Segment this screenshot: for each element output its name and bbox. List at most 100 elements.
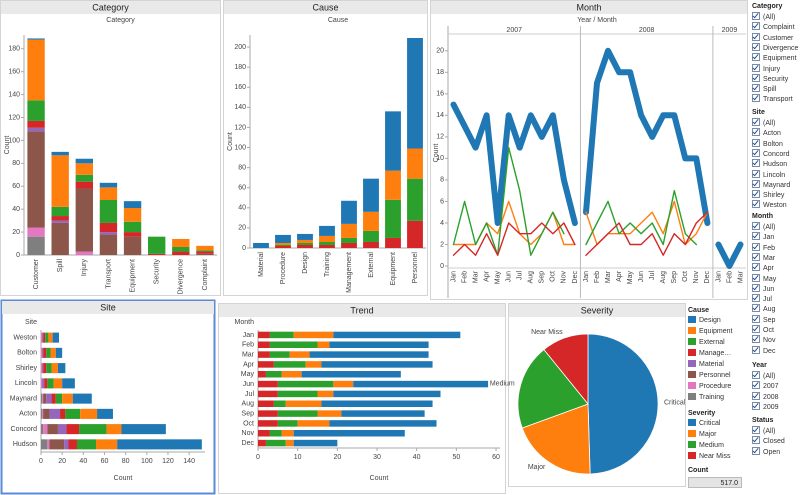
checkbox[interactable] [752,325,760,333]
filter-item[interactable]: Jul [752,294,772,304]
checkbox[interactable] [752,190,760,199]
checkbox[interactable] [752,232,760,241]
x-axis-label: Count [114,475,133,482]
checkbox[interactable] [752,263,760,272]
filter-label: Mar [763,254,776,262]
bar-segment [55,347,63,358]
checkbox[interactable] [752,335,760,344]
filter-item[interactable]: Security [752,73,788,84]
checkbox[interactable] [752,283,760,292]
legend-text: Medium [699,442,724,449]
checkbox[interactable] [752,314,760,323]
x-tick-label: Spill [57,259,64,273]
checkbox[interactable] [752,94,760,103]
x-tick-label: 60 [101,458,109,465]
filter-item[interactable]: 2009 [752,401,779,412]
filter-item[interactable]: Transport [752,94,793,104]
filter-item[interactable]: Acton [752,128,781,138]
filter-item[interactable]: Oct [752,325,774,335]
bar-segment [42,408,44,419]
filter-item[interactable]: Feb [752,242,775,253]
checkbox[interactable] [752,84,760,93]
filter-item[interactable]: Injury [752,63,780,74]
filter-item[interactable]: Maynard [752,179,790,190]
filter-item[interactable]: Mar [752,252,776,263]
filter-item[interactable]: Jan [752,232,774,242]
filter-item[interactable]: Complaint [752,22,795,32]
checkbox[interactable] [752,200,760,209]
checkbox[interactable] [752,446,760,455]
bar-segment [51,363,58,374]
checkbox[interactable] [752,304,760,313]
checkbox[interactable] [752,22,760,31]
checkbox[interactable] [752,138,760,147]
filter-item[interactable]: Concord [752,148,789,159]
checkbox[interactable] [752,273,760,282]
filter-label: 2008 [763,393,779,401]
bar-segment [258,390,278,398]
filter-item[interactable]: Lincoln [752,169,785,180]
filter-item[interactable]: Closed [752,436,785,446]
checkbox[interactable] [752,401,760,410]
y-tick-label: 80 [12,160,20,167]
filter-item[interactable]: Open [752,446,780,457]
filter-item[interactable]: Nov [752,335,775,345]
filter-item[interactable]: May [752,273,776,284]
checkbox[interactable] [752,179,760,188]
bar-segment [60,408,66,419]
checkbox[interactable] [752,381,760,390]
filter-item[interactable]: (All) [752,426,775,436]
x-tick-label: Feb [461,271,468,283]
bar-segment [258,331,270,339]
checkbox[interactable] [752,371,760,379]
y-tick-label: Aug [242,401,255,408]
filter-item[interactable]: 2008 [752,391,779,402]
filter-item[interactable]: Aug [752,304,775,314]
filter-item[interactable]: Customer [752,32,793,43]
filter-item[interactable]: Bolton [752,138,783,149]
checkbox[interactable] [752,159,760,168]
bar-segment [53,378,63,389]
filter-item[interactable]: Spill [752,84,776,94]
y-tick-label: 40 [12,206,20,213]
legend-swatch [688,338,696,345]
filter-item[interactable]: 2007 [752,381,779,391]
checkbox[interactable] [752,73,760,82]
filter-item[interactable]: (All) [752,12,775,22]
legend-text: Design [699,317,721,324]
filter-item[interactable]: (All) [752,222,775,232]
checkbox[interactable] [752,118,760,126]
checkbox[interactable] [752,42,760,51]
bar-segment [196,245,214,251]
checkbox[interactable] [752,252,760,261]
filter-item[interactable]: Dec [752,345,775,356]
filter-item[interactable]: (All) [752,371,775,381]
filter-item[interactable]: Divergence [752,42,798,53]
checkbox[interactable] [752,391,760,400]
checkbox[interactable] [752,63,760,72]
filter-item[interactable]: Equipment [752,53,796,63]
checkbox[interactable] [752,128,760,137]
filter-item[interactable]: Shirley [752,190,784,200]
checkbox[interactable] [752,436,760,445]
checkbox[interactable] [752,148,760,157]
filter-item[interactable]: Sep [752,314,775,325]
checkbox[interactable] [752,222,760,230]
checkbox[interactable] [752,53,760,62]
checkbox[interactable] [752,242,760,251]
filter-item[interactable]: Jun [752,283,774,294]
checkbox[interactable] [752,426,760,434]
filter-label: Bolton [763,140,783,148]
checkbox[interactable] [752,32,760,41]
checkbox[interactable] [752,12,760,20]
filter-item[interactable]: (All) [752,118,775,128]
x-axis-label: Count [370,475,389,482]
y-tick-label: 120 [234,124,246,131]
checkbox[interactable] [752,345,760,354]
filter-item[interactable]: Hudson [752,159,787,169]
checkbox[interactable] [752,169,760,178]
filter-item[interactable]: Apr [752,263,774,273]
checkbox[interactable] [752,294,760,303]
filter-item[interactable]: Weston [752,200,787,210]
bar-segment [319,244,335,248]
